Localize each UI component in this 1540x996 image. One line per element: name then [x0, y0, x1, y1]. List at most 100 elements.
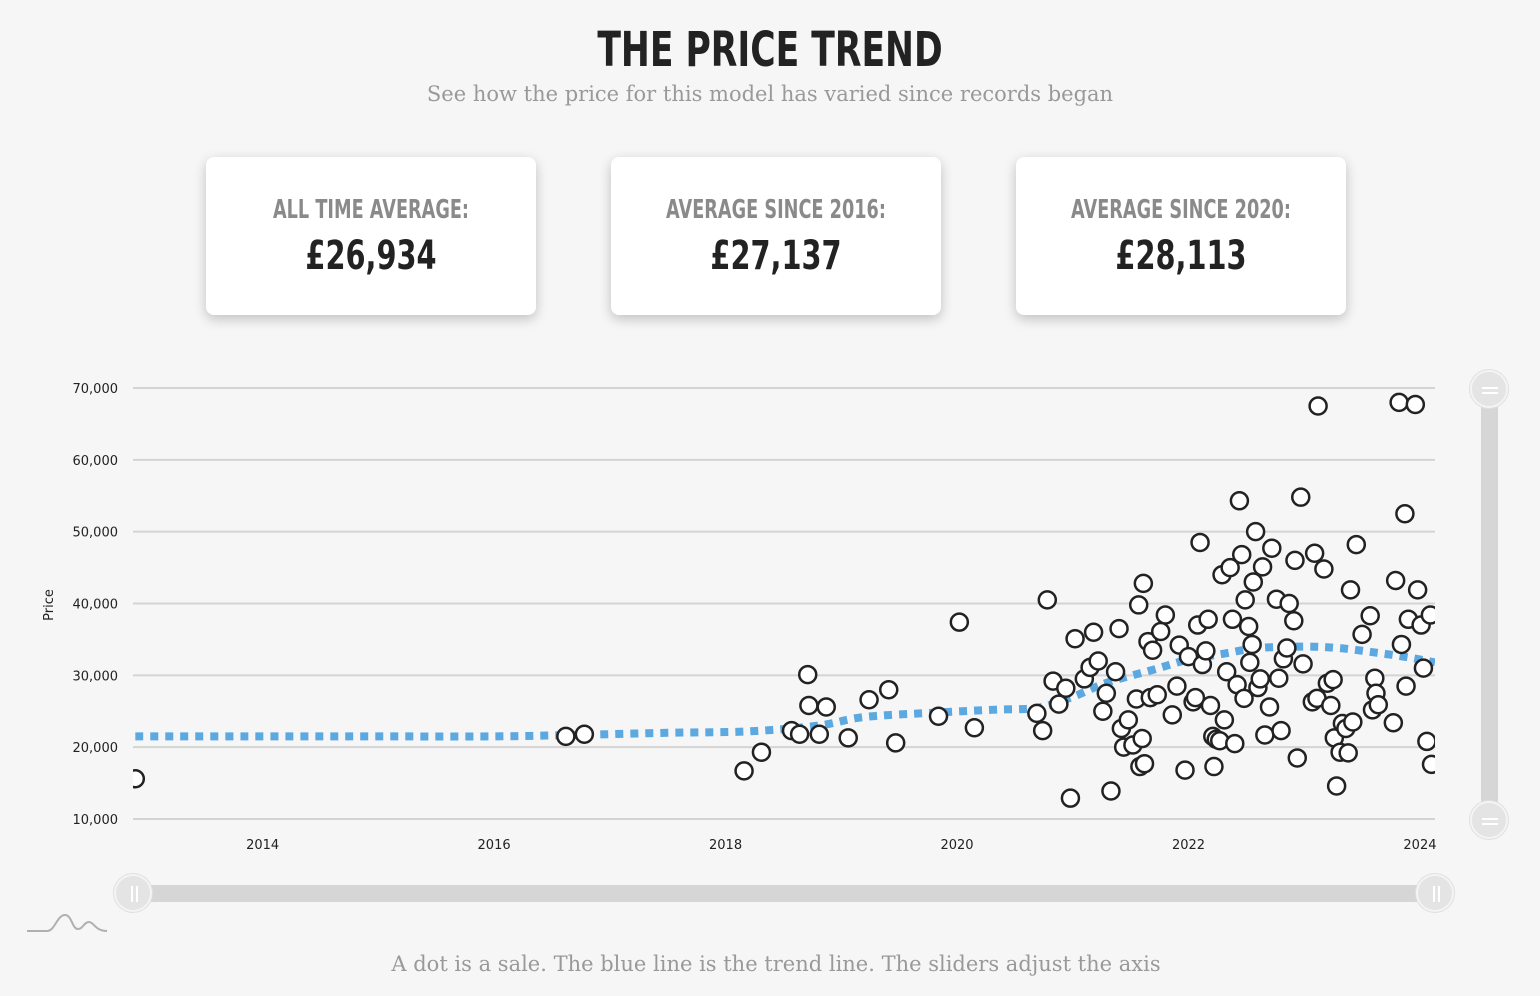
sale-point — [1231, 544, 1252, 565]
page-title: THE PRICE TREND — [597, 22, 943, 78]
trend-line — [135, 642, 1435, 741]
sale-point — [1360, 605, 1380, 626]
sale-point — [1255, 725, 1275, 745]
sale-point — [1083, 622, 1104, 642]
x-slider-right-handle[interactable] — [1416, 874, 1454, 912]
sale-point — [1245, 521, 1266, 542]
y-tick-label: 60,000 — [73, 454, 119, 469]
sale-point — [1277, 638, 1297, 658]
sale-point — [1250, 669, 1270, 689]
x-axis-ticks: 2014 2016 2018 2020 2022 2024 — [246, 838, 1436, 853]
sale-point — [1185, 687, 1206, 708]
sale-point — [1321, 695, 1341, 716]
sale-point — [797, 664, 818, 685]
sale-point — [751, 742, 772, 762]
sale-point — [1271, 720, 1291, 741]
sale-point — [1162, 705, 1183, 725]
y-slider-bottom-handle[interactable] — [1470, 801, 1508, 839]
sale-point — [1150, 621, 1171, 642]
sale-point — [1037, 590, 1058, 610]
sale-point — [1308, 396, 1328, 416]
y-axis-slider-track[interactable] — [1481, 389, 1498, 820]
sale-point — [1175, 760, 1195, 780]
sale-point — [1407, 580, 1428, 600]
x-tick-label: 2018 — [709, 838, 742, 853]
sale-point — [1340, 580, 1361, 600]
sale-point — [1352, 624, 1372, 645]
sale-point — [1049, 694, 1069, 714]
sale-points-layer — [133, 392, 1435, 808]
stat-card-since-2016: AVERAGE SINCE 2016: £27,137 — [611, 157, 941, 315]
sale-point — [1421, 754, 1435, 775]
y-tick-label: 30,000 — [73, 669, 119, 684]
sale-point — [1109, 618, 1129, 639]
sale-point — [838, 728, 858, 748]
stat-label-since-2016: AVERAGE SINCE 2016: — [666, 195, 886, 225]
sale-point — [1420, 605, 1435, 625]
x-tick-label: 2014 — [246, 838, 279, 853]
sale-point — [799, 695, 819, 716]
sale-point — [1198, 609, 1218, 630]
sale-point — [1101, 781, 1121, 801]
x-slider-left-handle[interactable] — [114, 874, 152, 912]
sale-point — [1383, 712, 1404, 733]
sale-point — [1417, 731, 1435, 752]
sale-point — [1269, 668, 1289, 688]
sale-point — [1096, 683, 1117, 704]
sale-point — [1216, 661, 1237, 682]
x-tick-label: 2016 — [478, 838, 511, 853]
sale-point — [1225, 733, 1245, 754]
x-tick-label: 2022 — [1172, 838, 1205, 853]
sale-point — [1389, 392, 1409, 413]
grid-layer — [133, 387, 1435, 820]
sale-point — [1027, 703, 1047, 724]
sale-point — [928, 706, 949, 727]
sale-point — [1287, 748, 1308, 768]
sale-point — [1343, 712, 1363, 732]
sale-point — [1285, 550, 1305, 571]
sale-point — [1032, 720, 1053, 741]
sale-point — [1133, 573, 1154, 594]
sale-point — [1155, 605, 1176, 625]
sale-point — [1304, 543, 1325, 563]
sale-point — [1229, 491, 1250, 511]
sale-point — [1395, 503, 1415, 524]
x-tick-label: 2024 — [1403, 838, 1436, 853]
mountain-logo-icon — [27, 913, 108, 932]
y-tick-label: 40,000 — [73, 598, 119, 613]
x-tick-label: 2020 — [940, 838, 973, 853]
sale-point — [1405, 394, 1426, 415]
sale-point — [1134, 753, 1155, 774]
sale-point — [1147, 684, 1167, 705]
y-tick-label: 10,000 — [73, 813, 119, 828]
x-axis-slider-track[interactable] — [134, 885, 1436, 902]
sale-point — [1060, 788, 1081, 808]
sale-point — [1220, 557, 1240, 578]
sale-point — [1284, 610, 1304, 631]
y-slider-top-handle[interactable] — [1470, 370, 1508, 408]
sale-point — [1093, 701, 1113, 721]
sale-point — [809, 724, 830, 744]
sale-point — [1128, 595, 1149, 615]
sale-point — [885, 733, 906, 753]
sale-point — [133, 769, 146, 789]
sale-point — [859, 690, 879, 710]
sale-point — [1385, 570, 1406, 591]
sale-point — [1065, 628, 1085, 649]
sale-point — [1262, 538, 1282, 558]
sale-point — [1190, 532, 1210, 553]
sale-point — [556, 726, 576, 747]
sale-point — [1132, 728, 1152, 749]
sale-point — [1240, 652, 1260, 673]
sale-point — [949, 612, 970, 632]
y-tick-label: 20,000 — [73, 741, 119, 756]
sale-point — [1196, 641, 1216, 661]
sale-point — [1105, 661, 1126, 682]
y-tick-label: 70,000 — [73, 382, 119, 397]
sale-point — [1368, 695, 1389, 715]
sale-point — [1252, 557, 1273, 577]
y-axis-label: Price — [42, 589, 57, 621]
sale-point — [1222, 609, 1243, 630]
stat-value-since-2016: £27,137 — [710, 233, 842, 279]
sale-point — [1234, 688, 1254, 709]
